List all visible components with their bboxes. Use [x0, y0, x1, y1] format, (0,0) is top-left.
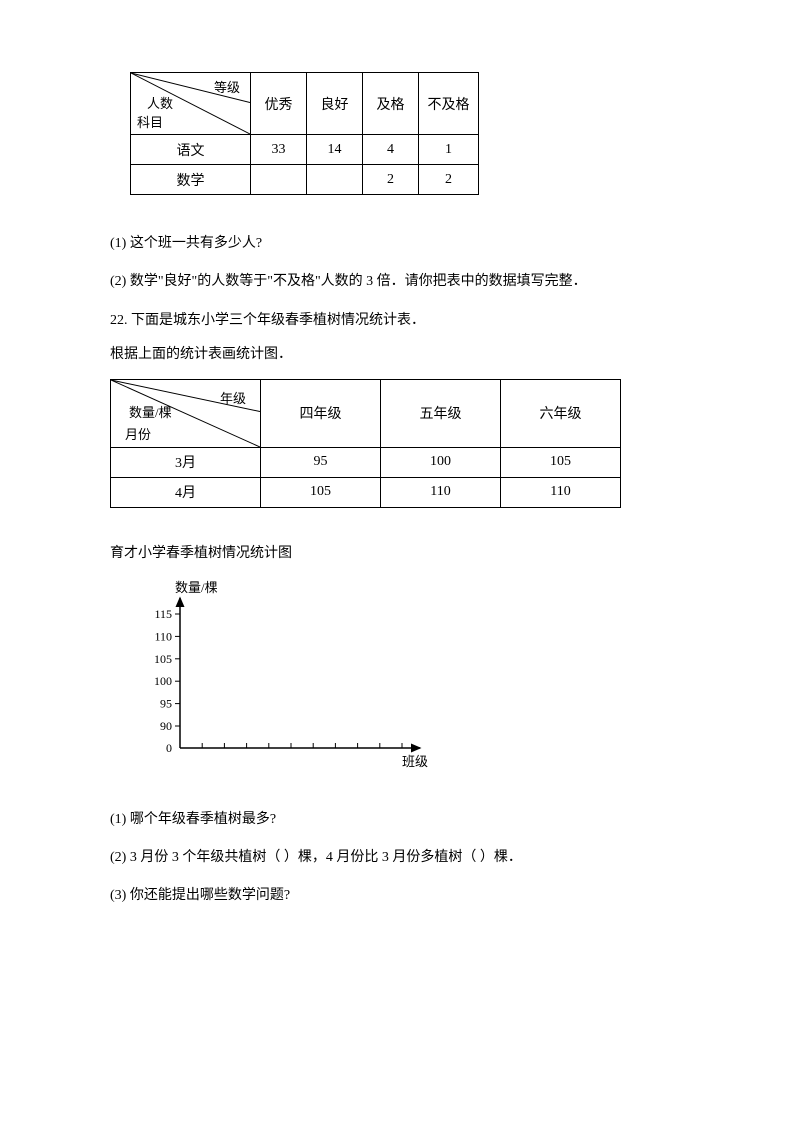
t1-col-0: 优秀: [251, 73, 307, 135]
table1-corner: 等级 人数 科目: [131, 73, 251, 135]
t1-cell: [307, 165, 363, 195]
t2-cell: 95: [261, 447, 381, 477]
t2-col-2: 六年级: [501, 379, 621, 447]
t2-cell: 110: [501, 477, 621, 507]
q1-1: (1) 这个班一共有多少人?: [110, 233, 683, 255]
q2-3: (3) 你还能提出哪些数学问题?: [110, 885, 683, 907]
section22-sub: 根据上面的统计表画统计图．: [110, 344, 683, 366]
t2-cell: 105: [261, 477, 381, 507]
section22-intro: 22. 下面是城东小学三个年级春季植树情况统计表．: [110, 310, 683, 332]
svg-text:115: 115: [154, 607, 172, 621]
t2-col-1: 五年级: [381, 379, 501, 447]
svg-text:110: 110: [154, 629, 172, 643]
t1-cell: 4: [363, 135, 419, 165]
t1-col-2: 及格: [363, 73, 419, 135]
t1-col-3: 不及格: [419, 73, 479, 135]
t1-cell: 2: [363, 165, 419, 195]
t1-diag-bot: 科目: [137, 112, 163, 131]
t2-cell: 105: [501, 447, 621, 477]
table-grades: 等级 人数 科目 优秀 良好 及格 不及格 语文 33 14 4 1 数学 2 …: [130, 72, 479, 195]
t2-col-0: 四年级: [261, 379, 381, 447]
t1-row0-label: 语文: [131, 135, 251, 165]
q2-2: (2) 3 月份 3 个年级共植树（ ）棵，4 月份比 3 月份多植树（ ）棵．: [110, 847, 683, 869]
t2-cell: 100: [381, 447, 501, 477]
svg-text:0: 0: [166, 741, 172, 755]
svg-text:90: 90: [160, 719, 172, 733]
table2-corner: 年级 数量/棵 月份: [111, 379, 261, 447]
t2-diag-bot: 月份: [125, 424, 151, 443]
q1-2: (2) 数学"良好"的人数等于"不及格"人数的 3 倍．请你把表中的数据填写完整…: [110, 271, 683, 293]
svg-text:班级: 班级: [402, 754, 428, 769]
t1-cell: 33: [251, 135, 307, 165]
chart-container: 数量/棵班级 0 90 95 100 105 110 115: [130, 578, 683, 773]
t1-cell: 14: [307, 135, 363, 165]
t1-cell: 2: [419, 165, 479, 195]
svg-text:95: 95: [160, 696, 172, 710]
t2-row0-label: 3月: [111, 447, 261, 477]
t1-cell: [251, 165, 307, 195]
t1-diag-mid: 人数: [147, 93, 173, 112]
t2-row1-label: 4月: [111, 477, 261, 507]
t2-diag-top: 年级: [220, 388, 246, 407]
svg-text:100: 100: [154, 674, 172, 688]
t1-row1-label: 数学: [131, 165, 251, 195]
t1-cell: 1: [419, 135, 479, 165]
t1-diag-top: 等级: [214, 77, 240, 96]
svg-text:数量/棵: 数量/棵: [175, 580, 218, 595]
t2-cell: 110: [381, 477, 501, 507]
t2-diag-mid: 数量/棵: [129, 402, 172, 421]
chart-title: 育才小学春季植树情况统计图: [110, 542, 683, 562]
svg-text:105: 105: [154, 651, 172, 665]
table-planting: 年级 数量/棵 月份 四年级 五年级 六年级 3月 95 100 105 4月 …: [110, 379, 621, 508]
q2-1: (1) 哪个年级春季植树最多?: [110, 809, 683, 831]
blank-axis-chart: 数量/棵班级 0 90 95 100 105 110 115: [130, 578, 440, 773]
t1-col-1: 良好: [307, 73, 363, 135]
